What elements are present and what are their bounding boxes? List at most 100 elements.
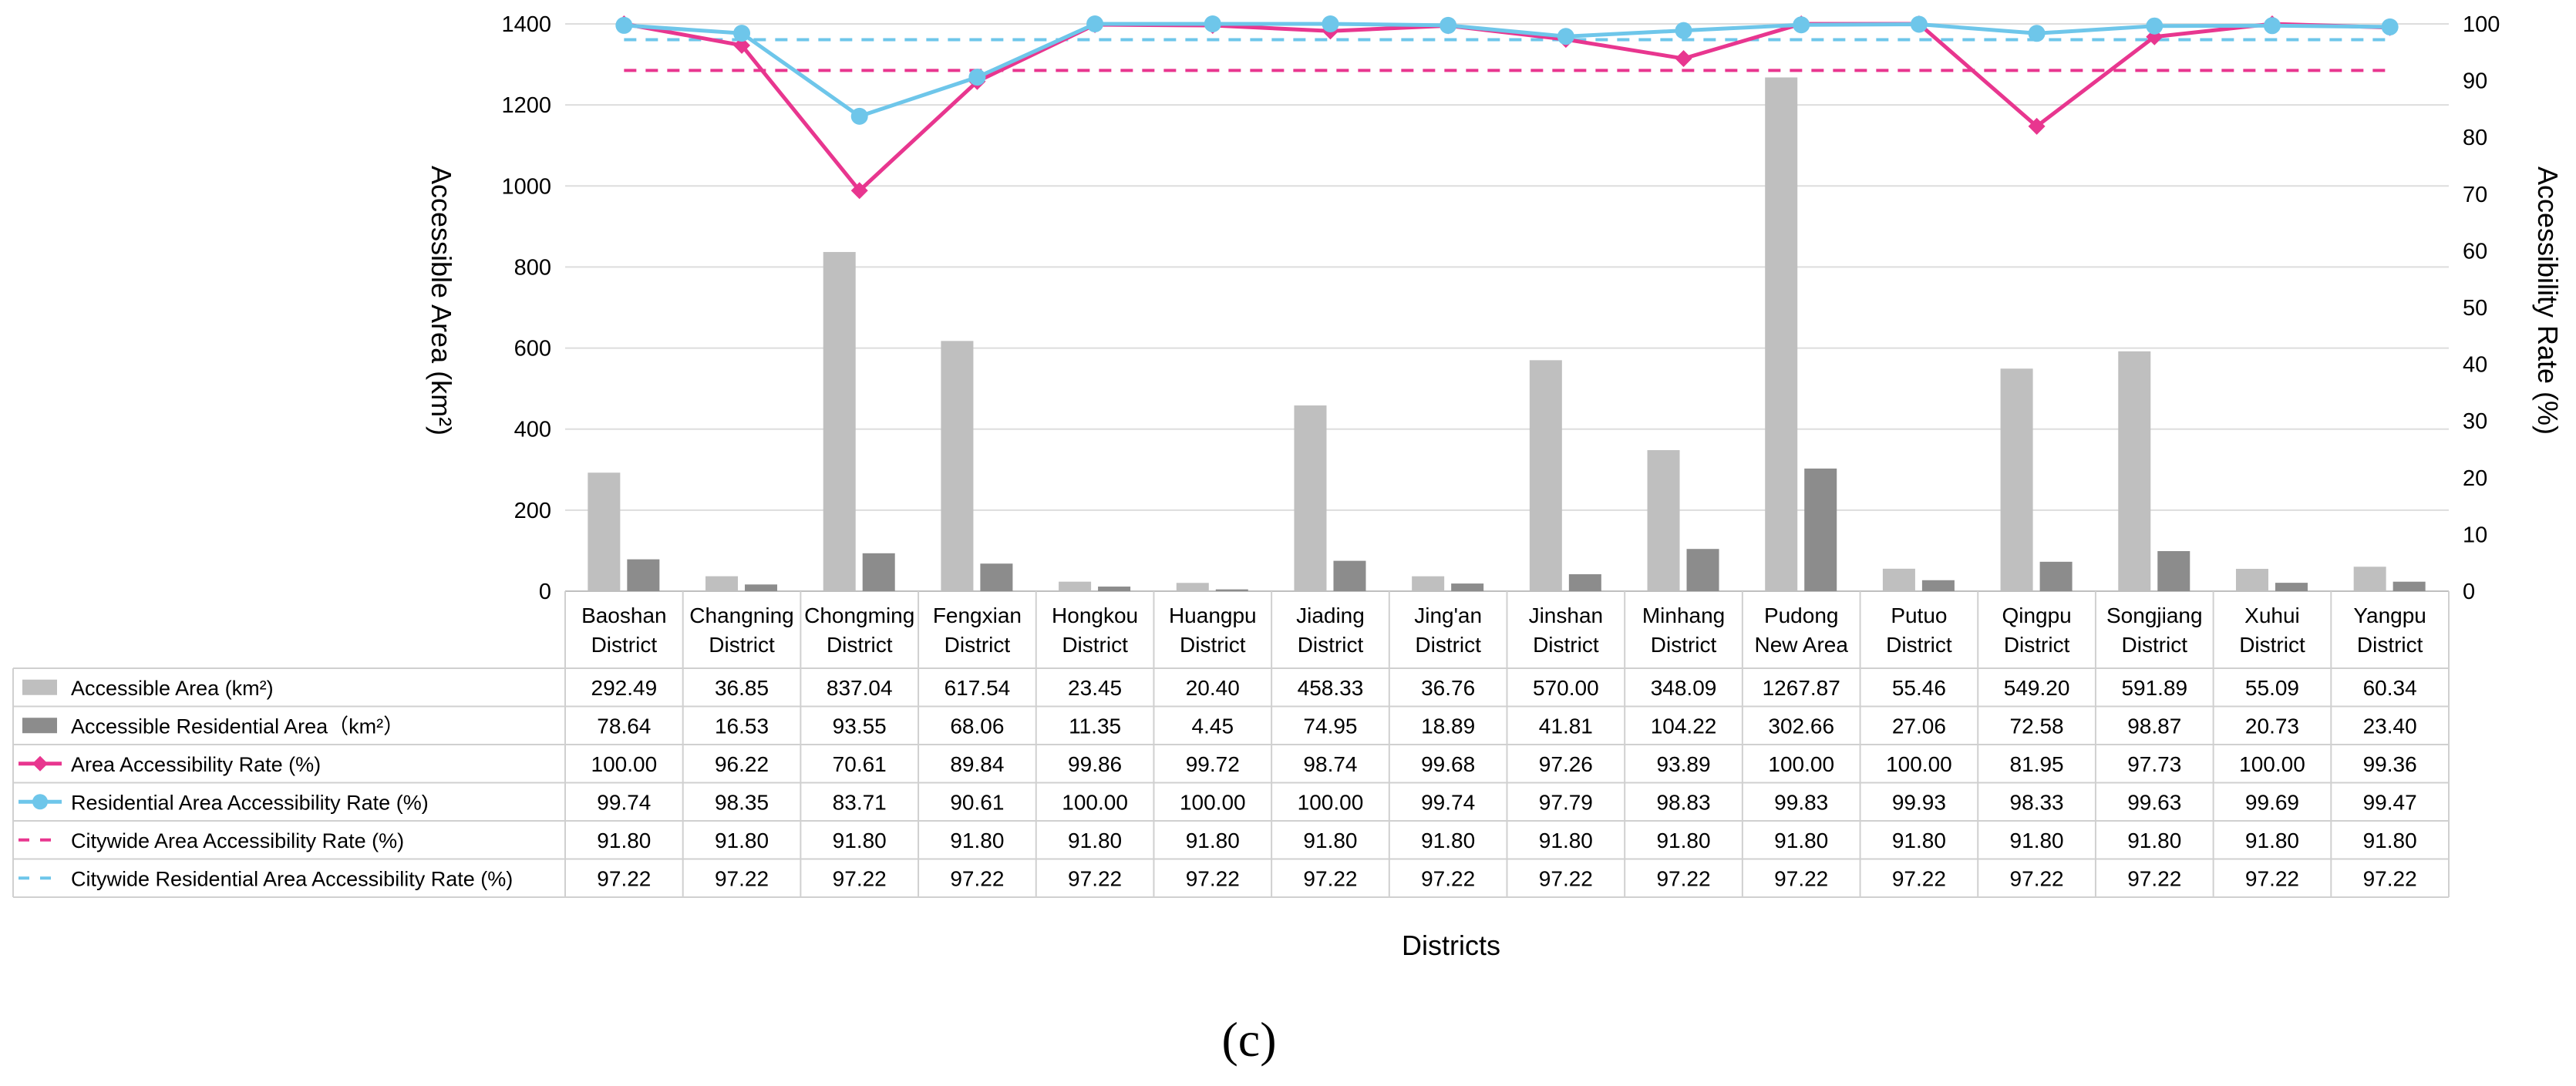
y-left-tick-label: 1400 — [501, 12, 551, 37]
data-label: 97.22 — [1656, 866, 1710, 890]
category-label: District — [827, 633, 893, 657]
legend-label: Citywide Residential Area Accessibility … — [71, 867, 513, 890]
data-label: 41.81 — [1539, 714, 1593, 738]
category-label: District — [1415, 633, 1481, 657]
data-point — [2263, 17, 2281, 35]
bar — [941, 341, 974, 591]
bar — [2039, 561, 2073, 591]
data-point — [1910, 15, 1928, 33]
data-label: 91.80 — [715, 829, 769, 852]
category-label: Changning — [689, 604, 793, 627]
data-table: Accessible Area (km²) 292.49 36.85 837.04 61… — [12, 591, 2450, 898]
y-axis-right-label: Accessibility Rate (%) — [2532, 166, 2564, 435]
bar — [1921, 580, 1955, 591]
category-label: Pudong — [1764, 604, 1839, 627]
data-label: 100.00 — [1886, 752, 1952, 776]
data-label: 4.45 — [1192, 714, 1234, 738]
data-point — [1322, 15, 1339, 32]
data-label: 72.58 — [2010, 714, 2064, 738]
data-point — [2028, 117, 2046, 135]
category-label: District — [709, 633, 775, 657]
data-label: 99.72 — [1186, 752, 1240, 776]
y-right-tick-label: 20 — [2463, 466, 2487, 491]
data-label: 97.22 — [597, 866, 651, 890]
bar — [1333, 560, 1366, 591]
data-label: 91.80 — [2245, 829, 2299, 852]
y-right-tick-label: 0 — [2463, 580, 2475, 604]
data-label: 18.89 — [1421, 714, 1475, 738]
data-label: 98.35 — [715, 790, 769, 814]
y-right-tick-label: 10 — [2463, 523, 2487, 547]
category-label: Jinshan — [1529, 604, 1604, 627]
legend-key — [22, 718, 57, 734]
bar — [862, 553, 895, 591]
data-label: 591.89 — [2121, 676, 2187, 700]
data-label: 1267.87 — [1763, 676, 1840, 700]
bar — [1412, 576, 1445, 591]
data-label: 99.68 — [1421, 752, 1475, 776]
data-label: 97.22 — [1539, 866, 1593, 890]
data-label: 78.64 — [597, 714, 651, 738]
category-label: District — [1886, 633, 1952, 657]
data-label: 100.00 — [1298, 790, 1364, 814]
data-label: 91.80 — [950, 829, 1004, 852]
bar — [705, 576, 739, 591]
data-point — [1675, 22, 1692, 39]
legend-label: Citywide Area Accessibility Rate (%) — [71, 829, 404, 852]
data-point — [968, 69, 986, 86]
data-label: 70.61 — [833, 752, 887, 776]
data-point — [733, 36, 751, 54]
category-label: District — [1298, 633, 1364, 657]
data-label: 91.80 — [1539, 829, 1593, 852]
bar — [745, 584, 778, 591]
bar — [1686, 549, 1719, 591]
bar — [2000, 368, 2033, 591]
y-right-tick-label: 30 — [2463, 409, 2487, 434]
bars — [588, 77, 2426, 591]
data-label: 100.00 — [2239, 752, 2305, 776]
data-point — [2381, 18, 2399, 35]
data-label: 36.85 — [715, 676, 769, 700]
data-label: 91.80 — [1303, 829, 1357, 852]
data-point — [1086, 15, 1104, 32]
data-label: 81.95 — [2010, 752, 2064, 776]
category-label: District — [2239, 633, 2305, 657]
data-label: 91.80 — [1421, 829, 1475, 852]
bar — [1568, 574, 1601, 591]
category-label: Baoshan — [581, 604, 667, 627]
y-left-tick-label: 1200 — [501, 93, 551, 118]
data-label: 617.54 — [945, 676, 1011, 700]
data-point — [733, 25, 751, 42]
legend-label: Accessible Residential Area（km²） — [71, 714, 404, 738]
x-axis-label: Districts — [1402, 930, 1500, 961]
category-label: District — [945, 633, 1011, 657]
panel-label: (c) — [1221, 1012, 1276, 1067]
data-label: 55.09 — [2245, 676, 2299, 700]
category-label: Qingpu — [2002, 604, 2071, 627]
data-label: 100.00 — [1768, 752, 1834, 776]
data-label: 36.76 — [1421, 676, 1475, 700]
bar — [2392, 581, 2426, 591]
legend-key-marker — [32, 755, 48, 772]
data-label: 99.63 — [2127, 790, 2181, 814]
data-label: 97.26 — [1539, 752, 1593, 776]
data-label: 98.74 — [1303, 752, 1357, 776]
category-label: Xuhui — [2244, 604, 2300, 627]
bar — [2353, 567, 2386, 591]
y-right-tick-label: 60 — [2463, 239, 2487, 264]
data-label: 549.20 — [2004, 676, 2070, 700]
y-left-tick-label: 400 — [514, 418, 551, 442]
category-label: District — [1180, 633, 1246, 657]
data-label: 27.06 — [1892, 714, 1946, 738]
data-label: 99.36 — [2363, 752, 2417, 776]
data-label: 55.46 — [1892, 676, 1946, 700]
category-label: District — [2004, 633, 2070, 657]
data-label: 97.22 — [1303, 866, 1357, 890]
category-label: District — [2122, 633, 2188, 657]
y-left-tick-label: 600 — [514, 337, 551, 361]
data-point — [850, 107, 868, 125]
y-axis-left-label: Accessible Area (km²) — [426, 166, 457, 435]
data-label: 99.83 — [1774, 790, 1828, 814]
data-label: 97.22 — [1892, 866, 1946, 890]
